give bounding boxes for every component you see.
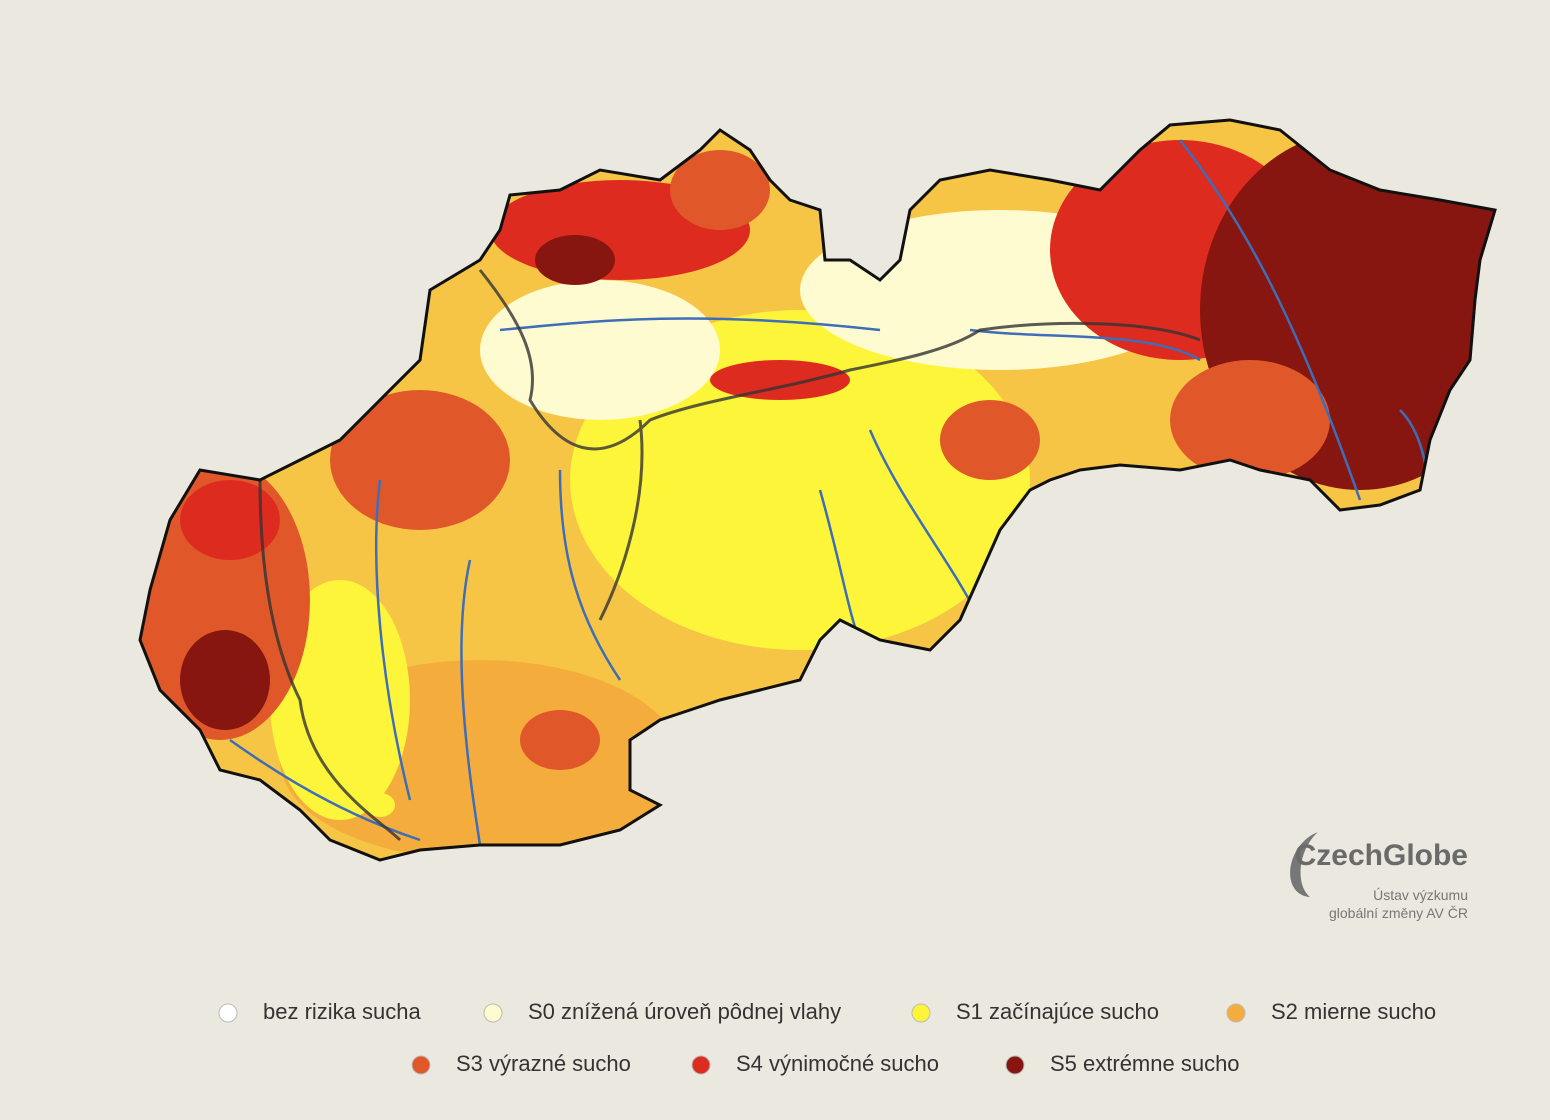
legend-label: S4 výnimočné sucho	[736, 1051, 939, 1076]
legend-label: S3 výrazné sucho	[456, 1051, 631, 1076]
legend: bez rizika sucha S0 znížená úroveň pôdnej…	[218, 999, 1436, 1076]
legend-label: bez rizika sucha	[263, 999, 422, 1024]
logo-line: Ústav výzkumu	[1373, 887, 1468, 903]
legend-swatch	[483, 1003, 503, 1023]
legend-label: S0 znížená úroveň pôdnej vlahy	[528, 999, 841, 1024]
legend-swatch	[1005, 1055, 1025, 1075]
legend-swatch	[911, 1003, 931, 1023]
logo: CzechGlobe Ústav výzkumu globální změny …	[1290, 832, 1468, 921]
legend-label: S5 extrémne sucho	[1050, 1051, 1240, 1076]
legend-swatch	[691, 1055, 711, 1075]
legend-label: S2 mierne sucho	[1271, 999, 1436, 1024]
legend-swatch	[218, 1003, 238, 1023]
logo-mark	[1290, 832, 1318, 897]
logo-line: globální změny AV ČR	[1329, 905, 1468, 921]
legend-label: S1 začínajúce sucho	[956, 999, 1159, 1024]
legend-swatch	[1226, 1003, 1246, 1023]
logo-name: CzechGlobe	[1295, 839, 1468, 872]
legend-swatch	[411, 1055, 431, 1075]
